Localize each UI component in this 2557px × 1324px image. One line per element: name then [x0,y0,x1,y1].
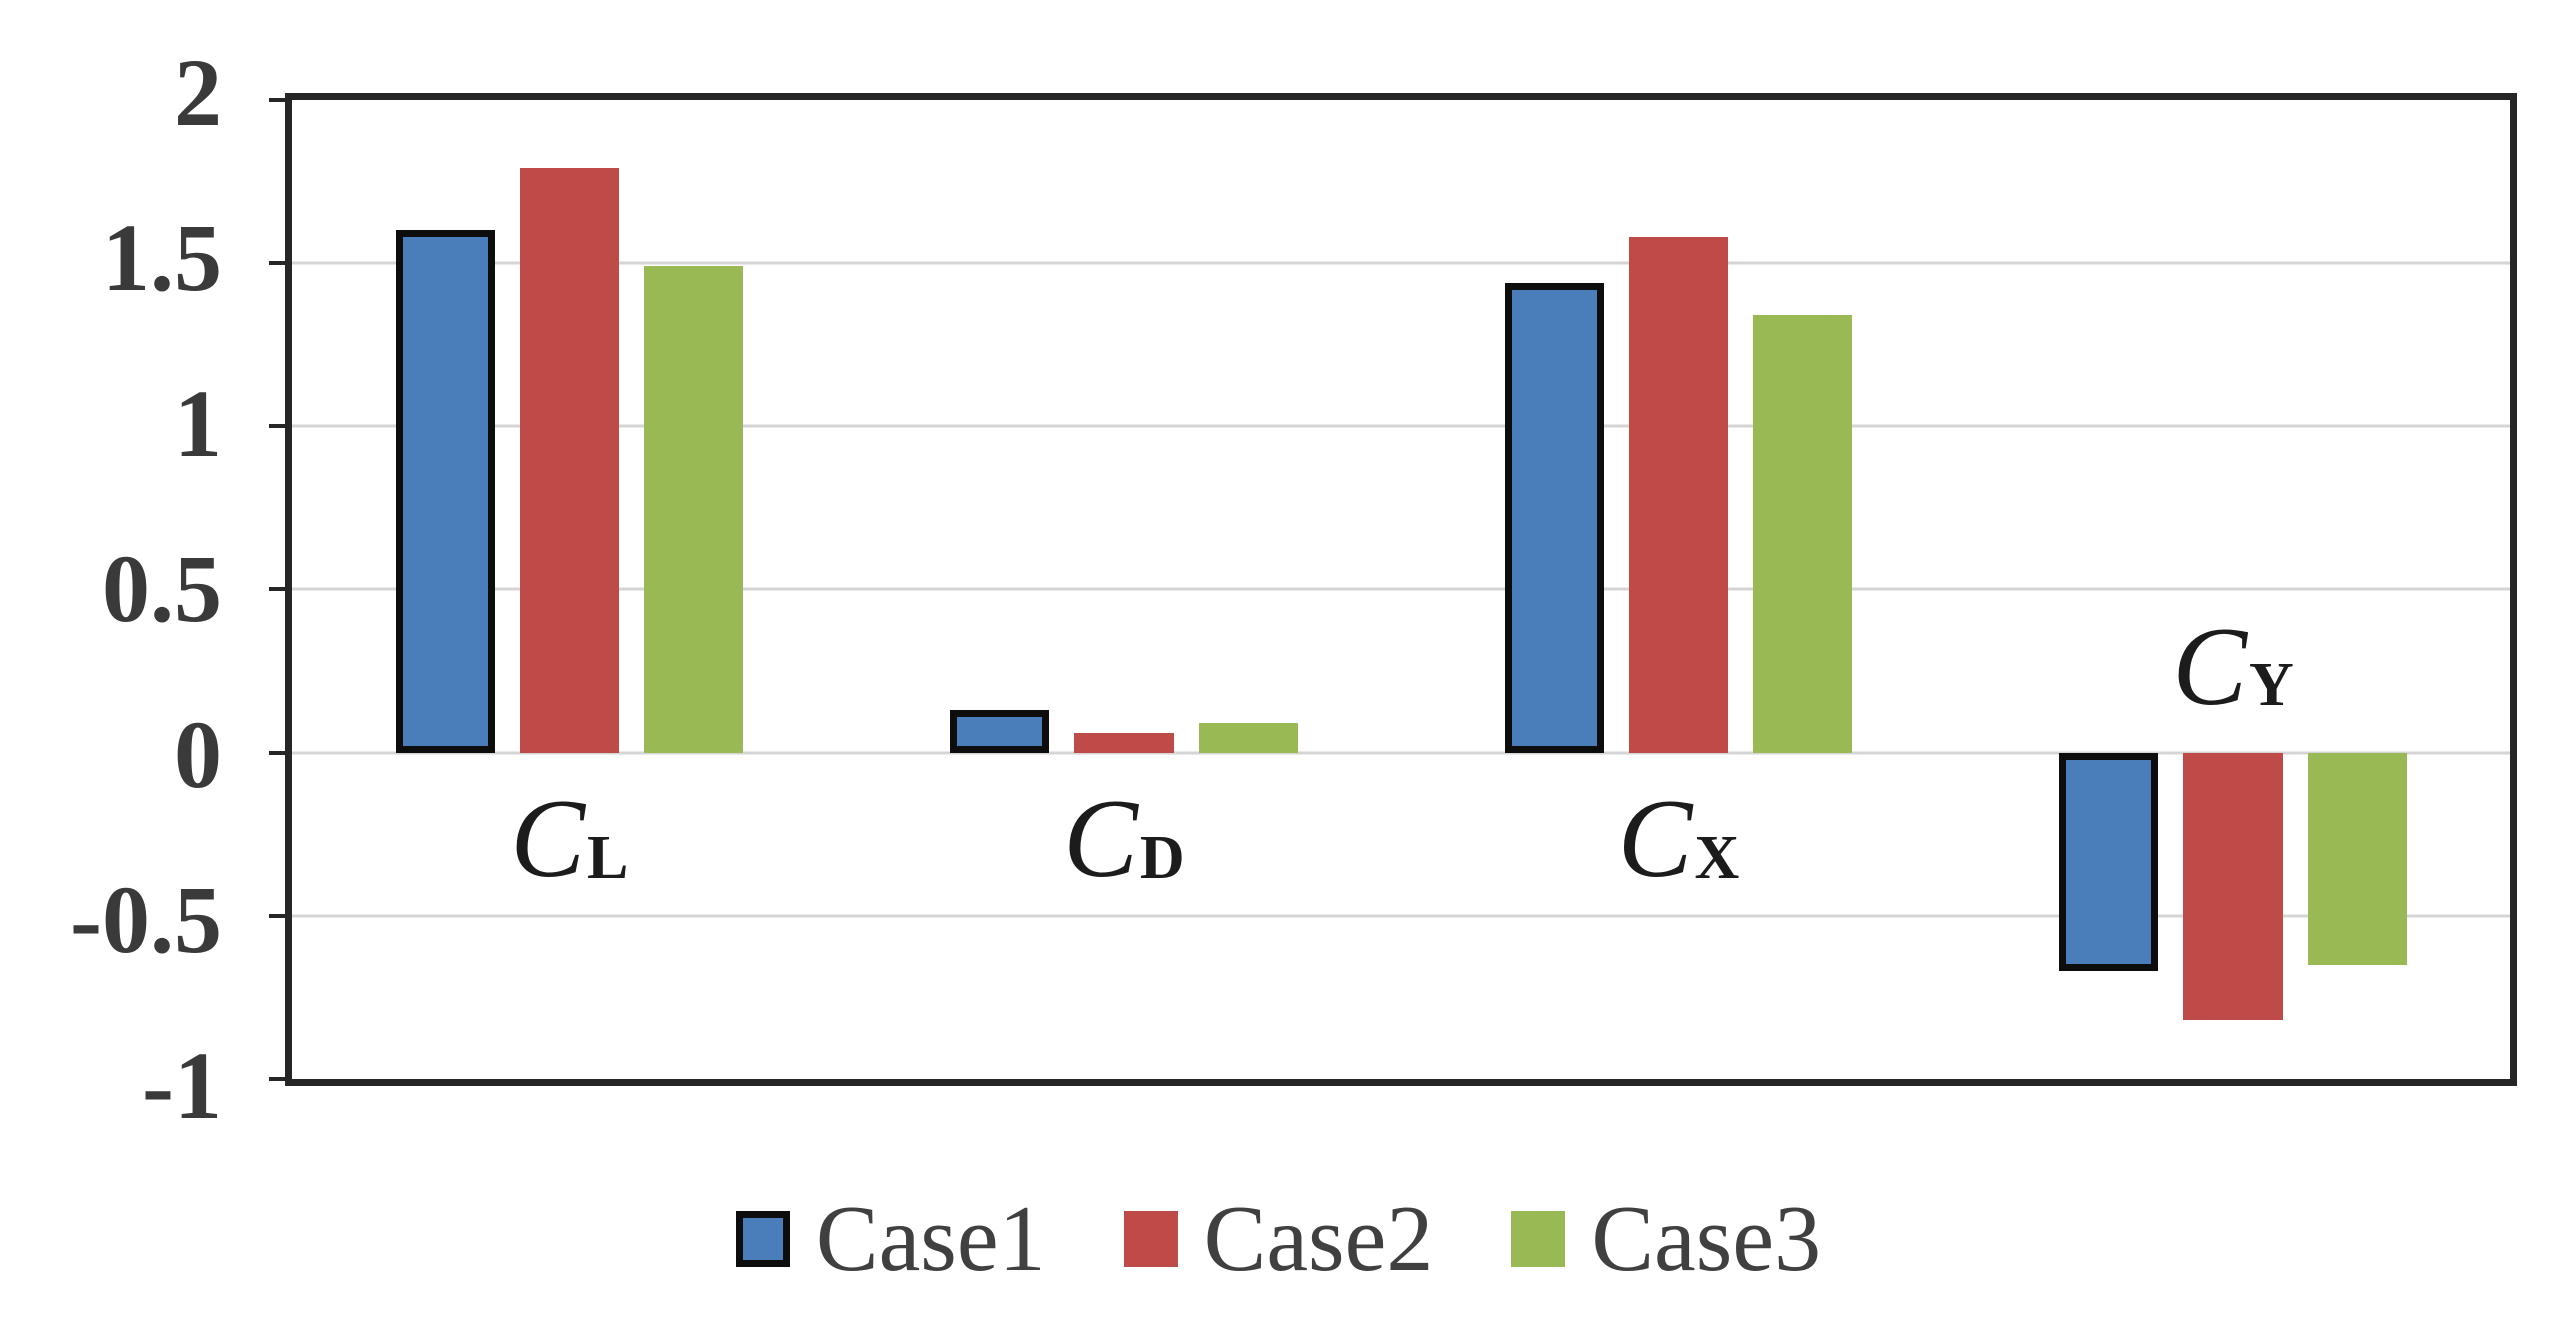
legend-item-case2: Case2 [1123,1186,1434,1291]
bar-case3-cd [1198,723,1298,753]
bar-case1-cx [1504,282,1604,753]
bar-group-CX [1401,100,1956,1079]
y-axis-tick-mark [269,424,286,429]
y-axis-tick-labels: 2 1.5 1 0.5 0 -0.5 -1 [0,44,240,1133]
legend-label-case3: Case3 [1591,1186,1822,1291]
gridline-y-0.5 [292,587,2511,591]
y-axis-label-1.5: 1.5 [102,204,222,312]
y-axis-tick-mark [269,913,286,918]
y-axis-tick-mark [269,1076,286,1081]
bar-case1-cd [950,710,1050,753]
legend-swatch-case1 [735,1210,790,1267]
y-axis-tick-mark [269,97,286,102]
bar-group-CD [847,100,1402,1079]
bar-case3-cy [2307,752,2407,965]
bar-case1-cl [395,230,495,753]
bar-group-CY [1956,100,2511,1079]
bar-case1-cy [2059,752,2159,972]
bar-case3-cl [643,266,744,753]
y-axis-label-1: 1 [174,369,222,477]
gridline-y-1 [292,424,2511,428]
y-axis-tick-mark [269,261,286,266]
y-axis-label-0.5: 0.5 [102,535,222,643]
legend-item-case1: Case1 [735,1186,1046,1291]
bar-case2-cd [1074,733,1174,753]
bar-case2-cl [519,168,619,753]
legend-swatch-case3 [1511,1210,1566,1267]
y-axis-label--0.5: -0.5 [70,866,222,974]
gridline-y-1.5 [292,261,2511,265]
bar-case3-cx [1753,315,1853,753]
legend-label-case1: Case1 [815,1186,1046,1291]
legend-swatch-case2 [1123,1210,1178,1267]
y-axis-label--1: -1 [142,1031,222,1139]
y-axis-tick-mark [269,750,286,755]
legend: Case1 Case2 Case3 [0,1183,2557,1294]
legend-label-case2: Case2 [1203,1186,1434,1291]
y-axis-label-2: 2 [174,38,222,146]
legend-item-case3: Case3 [1511,1192,1821,1286]
bar-group-CL [292,100,847,1079]
bar-case2-cx [1628,237,1729,753]
y-axis-label-0: 0 [174,700,222,808]
gridline-y-0 [292,751,2511,755]
gridline-y--0.5 [292,914,2511,918]
y-axis-tick-mark [269,587,286,592]
bar-case2-cy [2183,752,2283,1021]
